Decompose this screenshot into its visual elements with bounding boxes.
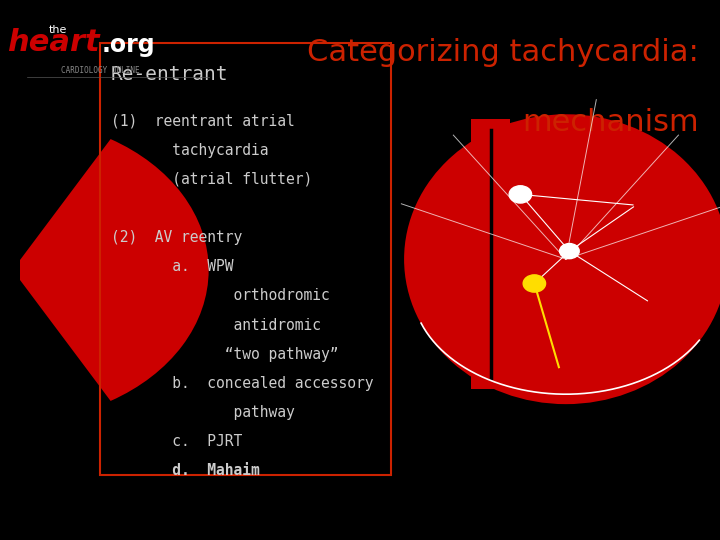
Text: (atrial flutter): (atrial flutter) [111, 172, 312, 187]
Circle shape [523, 275, 546, 292]
Text: heart: heart [6, 28, 99, 57]
Circle shape [509, 186, 531, 203]
Text: Categorizing tachycardia:: Categorizing tachycardia: [307, 38, 699, 67]
Text: (2)  AV reentry: (2) AV reentry [111, 230, 242, 245]
Text: Re-entrant: Re-entrant [111, 65, 228, 84]
Bar [472, 119, 510, 389]
Text: the: the [49, 25, 67, 35]
Text: orthodromic: orthodromic [111, 288, 329, 303]
Circle shape [559, 244, 579, 259]
Text: “two pathway”: “two pathway” [111, 347, 338, 362]
Text: (1)  reentrant atrial: (1) reentrant atrial [111, 113, 294, 129]
Text: mechanism: mechanism [523, 108, 699, 137]
Wedge shape [12, 139, 209, 401]
Text: a.  WPW: a. WPW [111, 259, 233, 274]
Text: pathway: pathway [111, 405, 294, 420]
Text: b.  concealed accessory: b. concealed accessory [111, 376, 373, 391]
Text: antidromic: antidromic [111, 318, 320, 333]
Text: c.  PJRT: c. PJRT [111, 434, 242, 449]
Ellipse shape [404, 114, 720, 404]
Text: .org: .org [102, 33, 155, 57]
Text: tachycardia: tachycardia [111, 143, 268, 158]
Text: d.  Mahaim: d. Mahaim [111, 463, 259, 478]
Text: CARDIOLOGY ONLINE: CARDIOLOGY ONLINE [60, 65, 140, 75]
